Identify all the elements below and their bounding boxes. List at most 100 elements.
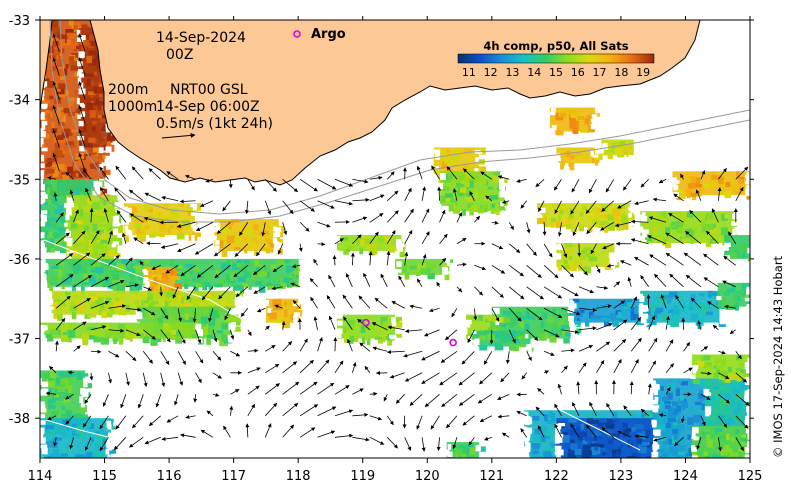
current-vector [439, 209, 446, 223]
current-vector [369, 213, 384, 223]
current-vector [629, 381, 634, 395]
current-vector [468, 437, 475, 446]
current-vector [501, 432, 510, 438]
current-vector [212, 393, 220, 397]
current-vector [159, 286, 164, 297]
current-vector [116, 209, 127, 223]
current-vector [404, 437, 412, 451]
current-vector [660, 294, 667, 309]
current-vector [700, 371, 712, 376]
current-vector [317, 242, 326, 247]
current-vector [99, 186, 109, 201]
current-vector [108, 279, 125, 288]
x-tick-label: 118 [286, 469, 311, 484]
current-vector [473, 308, 478, 321]
current-vector [570, 200, 580, 215]
current-vector [451, 308, 458, 318]
current-vector [120, 394, 127, 409]
current-vector [369, 391, 378, 396]
sst-patch [554, 418, 666, 458]
current-vector [383, 394, 388, 402]
current-vector [474, 264, 487, 271]
current-vector [452, 437, 458, 449]
current-vector [369, 436, 385, 445]
current-vector [352, 197, 370, 202]
current-vector [416, 278, 423, 287]
current-vector [328, 315, 336, 330]
current-vector [161, 195, 179, 202]
current-vector [665, 232, 684, 245]
current-vector [352, 234, 362, 245]
current-vector [155, 394, 162, 408]
current-vector [82, 168, 92, 180]
current-vector [73, 209, 79, 223]
current-vector [617, 200, 632, 209]
current-vector [683, 252, 702, 266]
current-vector [143, 307, 156, 316]
current-vector [239, 222, 249, 236]
current-vector [166, 415, 179, 423]
current-vector [193, 394, 198, 403]
current-vector [596, 323, 613, 331]
current-vector [398, 275, 406, 287]
current-vector [602, 243, 614, 250]
current-vector [90, 300, 110, 309]
colorbar-labels: 11 12 13 14 15 16 17 18 19 [462, 66, 650, 79]
current-vector [343, 316, 353, 331]
current-vector [52, 152, 60, 172]
current-vector [596, 360, 605, 373]
current-vector [590, 243, 597, 255]
current-vector [195, 329, 202, 344]
current-vector [648, 360, 657, 373]
current-vector [298, 243, 303, 252]
current-vector [317, 178, 337, 190]
current-vector [78, 57, 86, 76]
current-vector [125, 283, 139, 288]
current-vector [282, 222, 288, 236]
current-vector [230, 350, 241, 357]
current-vector [49, 366, 57, 374]
current-vector [601, 427, 615, 438]
current-vector [299, 338, 308, 352]
current-vector [374, 297, 388, 309]
y-tick-label: -34 [9, 94, 30, 109]
current-vector [334, 385, 350, 395]
x-tick-label: 122 [544, 469, 569, 484]
current-vector [652, 197, 667, 202]
current-vector [264, 200, 272, 215]
current-vector [416, 415, 423, 430]
current-vector [53, 437, 58, 447]
imos-credit: © IMOS 17-Sep-2024 14:43 Hobart [771, 255, 785, 458]
current-vector [342, 294, 353, 309]
current-vector [201, 286, 214, 301]
current-vector [526, 329, 539, 341]
current-vector [665, 386, 671, 395]
current-vector [265, 344, 276, 352]
x-tick-label: 123 [608, 469, 633, 484]
current-vector [352, 362, 357, 373]
current-vector [55, 212, 64, 223]
current-vector [144, 436, 161, 445]
current-vector [214, 243, 231, 257]
current-vector [613, 358, 622, 373]
current-vector [467, 329, 475, 344]
y-axis: -33 -34 -35 -36 -37 -38 [9, 14, 754, 427]
current-vector [456, 237, 467, 245]
x-tick-label: 116 [157, 469, 182, 484]
sst-patch [638, 211, 741, 249]
depth-contour-label-200m: 200m [108, 82, 148, 98]
current-vector [73, 274, 93, 288]
current-vector [144, 192, 161, 202]
current-vector [47, 415, 57, 421]
current-vector [508, 308, 522, 322]
current-vector [129, 213, 144, 223]
current-vector [90, 277, 110, 288]
current-vector [264, 325, 270, 331]
current-vector [65, 393, 74, 400]
current-vector [695, 189, 702, 201]
current-vector [55, 232, 70, 245]
current-vector [177, 243, 196, 252]
current-vector [352, 436, 370, 442]
current-vector [334, 178, 354, 187]
